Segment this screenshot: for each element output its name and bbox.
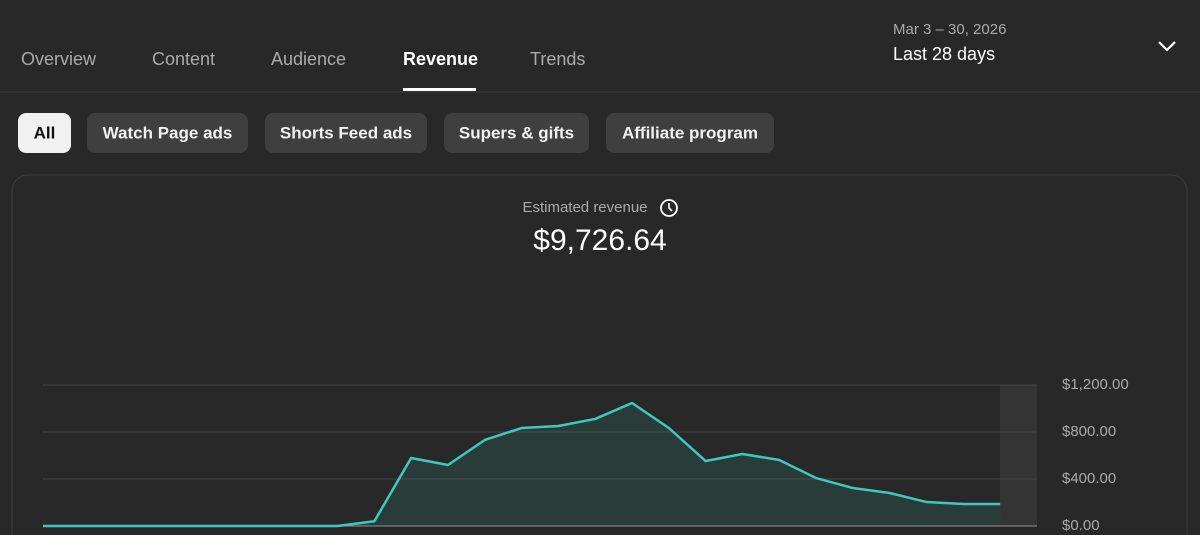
y-tick-label: $0.00: [1062, 517, 1100, 534]
tab[interactable]: Revenue: [403, 49, 478, 69]
tab[interactable]: Audience: [271, 49, 346, 69]
filter-chip-label[interactable]: All: [34, 123, 56, 142]
filter-chip[interactable]: [87, 113, 248, 153]
tab-indicator: [403, 88, 476, 91]
metric-label: Estimated revenue: [522, 199, 647, 216]
y-tick-label: $400.00: [1062, 470, 1116, 487]
card: [11, 174, 1188, 535]
area: [43, 402, 1001, 526]
date-range: Mar 3 – 30, 2026: [893, 21, 1006, 38]
y-tick-label: $1,200.00: [1062, 376, 1129, 393]
filter-chip-label[interactable]: Affiliate program: [622, 123, 758, 142]
filter-chip[interactable]: [606, 113, 774, 153]
tab[interactable]: Trends: [530, 49, 585, 69]
filter-chip[interactable]: [18, 113, 71, 153]
filter-chip-label[interactable]: Shorts Feed ads: [280, 123, 412, 142]
filter-chip[interactable]: [444, 113, 589, 153]
filter-chip[interactable]: [265, 113, 427, 153]
current-day-band: [1000, 385, 1037, 526]
clock-icon[interactable]: [660, 199, 678, 217]
line: [43, 401, 1001, 528]
filter-chip-label[interactable]: Supers & gifts: [459, 123, 574, 142]
tab[interactable]: Overview: [21, 49, 97, 69]
date-label[interactable]: Last 28 days: [893, 44, 995, 64]
metric-value: $9,726.64: [533, 224, 666, 257]
tab[interactable]: Content: [152, 49, 215, 69]
y-tick-label: $800.00: [1062, 423, 1116, 440]
filter-chip-label[interactable]: Watch Page ads: [103, 123, 233, 142]
dropdown-chevron[interactable]: [1158, 41, 1176, 52]
